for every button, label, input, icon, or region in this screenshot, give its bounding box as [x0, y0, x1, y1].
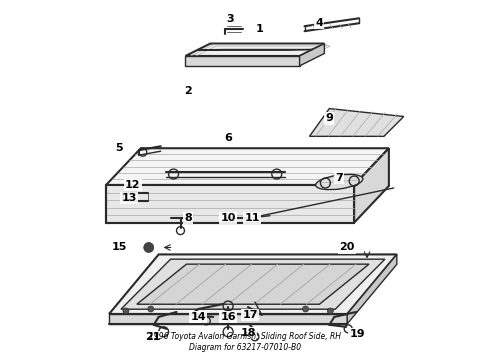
Text: 4: 4: [316, 18, 323, 28]
Polygon shape: [137, 264, 369, 304]
Text: 9: 9: [325, 113, 333, 123]
Text: 7: 7: [335, 173, 343, 183]
Text: 13: 13: [121, 193, 137, 203]
Text: 16: 16: [220, 312, 236, 322]
Text: 15: 15: [111, 243, 127, 252]
Text: 19: 19: [349, 329, 365, 339]
Text: 6: 6: [224, 133, 232, 143]
Polygon shape: [106, 148, 389, 185]
Polygon shape: [185, 44, 324, 56]
Polygon shape: [109, 255, 397, 314]
Polygon shape: [106, 185, 354, 223]
Text: 8: 8: [185, 213, 192, 223]
Circle shape: [144, 243, 154, 252]
Text: 21: 21: [145, 332, 160, 342]
Text: 12: 12: [125, 180, 141, 190]
Text: 10: 10: [220, 213, 236, 223]
Circle shape: [327, 308, 333, 314]
Text: 1: 1: [256, 24, 264, 34]
Polygon shape: [299, 44, 324, 66]
Circle shape: [302, 306, 309, 312]
Text: 11: 11: [244, 213, 260, 223]
Polygon shape: [109, 314, 347, 324]
Polygon shape: [310, 109, 404, 136]
Ellipse shape: [316, 174, 363, 190]
Polygon shape: [121, 259, 385, 309]
Text: 20: 20: [340, 243, 355, 252]
Text: 18: 18: [240, 328, 256, 338]
Text: 14: 14: [191, 312, 206, 322]
Circle shape: [123, 308, 129, 314]
Polygon shape: [354, 148, 389, 223]
Text: 1996 Toyota Avalon Garnish, Sliding Roof Side, RH
Diagram for 63217-07010-B0: 1996 Toyota Avalon Garnish, Sliding Roof…: [149, 332, 341, 352]
Polygon shape: [185, 56, 299, 66]
Polygon shape: [347, 255, 397, 324]
Text: 2: 2: [185, 86, 192, 96]
Text: 5: 5: [115, 143, 123, 153]
Text: 3: 3: [226, 14, 234, 24]
Text: 17: 17: [242, 310, 258, 320]
Circle shape: [148, 306, 154, 312]
